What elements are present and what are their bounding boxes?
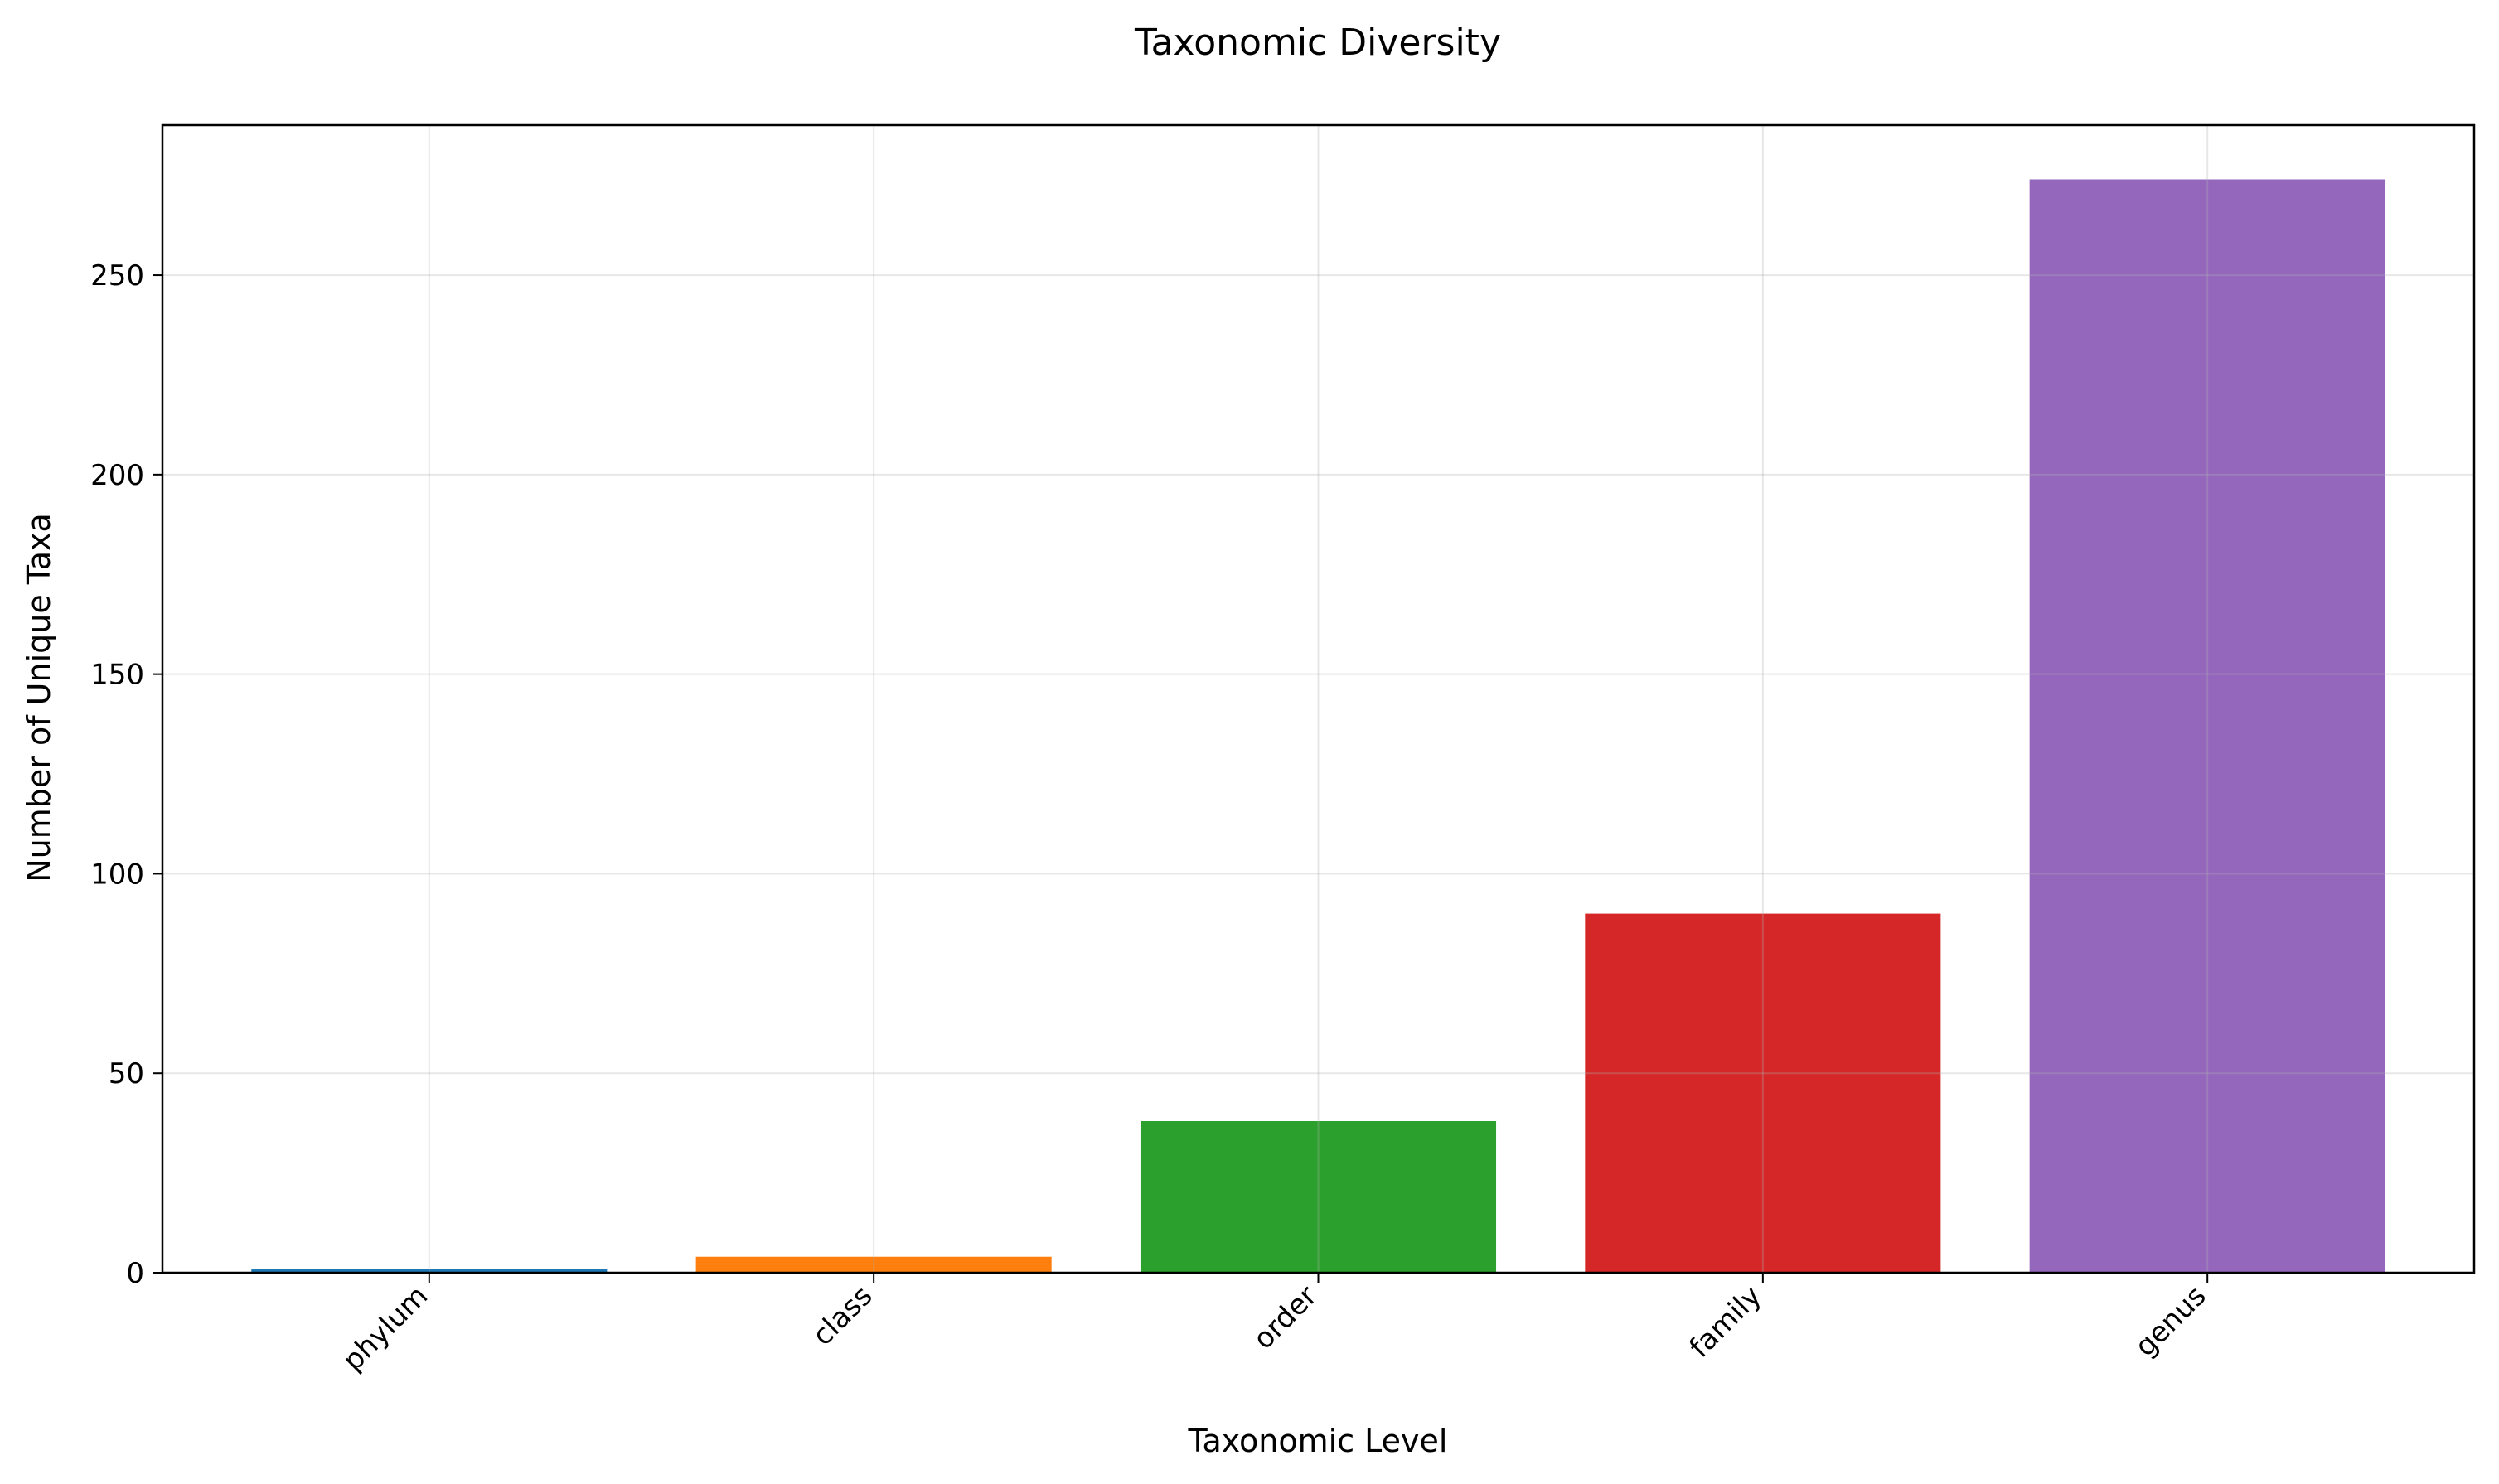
- y-tick-label: 100: [90, 858, 144, 891]
- chart-title: Taxonomic Diversity: [1134, 22, 1501, 64]
- bars: [251, 179, 2385, 1273]
- x-tick-label-class: class: [806, 1279, 879, 1352]
- bar-order: [1140, 1121, 1497, 1273]
- x-tick-label-genus: genus: [2129, 1279, 2212, 1363]
- bar-phylum: [251, 1269, 608, 1273]
- y-tick-label: 0: [126, 1257, 144, 1290]
- bar-class: [695, 1256, 1052, 1273]
- bar-genus: [2029, 179, 2385, 1273]
- bar-family: [1585, 913, 1941, 1273]
- x-tick-label-family: family: [1683, 1279, 1768, 1364]
- y-tick-label: 200: [90, 459, 144, 492]
- x-axis-label: Taxonomic Level: [1188, 1423, 1448, 1459]
- x-axis-ticks: phylum class order family genus: [337, 1273, 2213, 1377]
- y-tick-label: 250: [90, 259, 144, 292]
- y-axis-label: Number of Unique Taxa: [21, 513, 57, 882]
- x-tick-label-order: order: [1247, 1279, 1323, 1356]
- y-tick-label: 150: [90, 659, 144, 692]
- y-tick-label: 50: [109, 1057, 144, 1090]
- y-axis-ticks: 0 50 100 150 200 250: [90, 259, 162, 1290]
- x-tick-label-phylum: phylum: [337, 1279, 434, 1377]
